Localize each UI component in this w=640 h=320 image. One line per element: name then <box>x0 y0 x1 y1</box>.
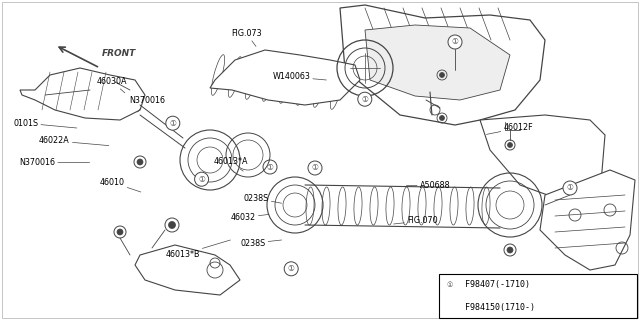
Circle shape <box>448 35 462 49</box>
Polygon shape <box>540 170 635 270</box>
Circle shape <box>195 172 209 186</box>
Polygon shape <box>340 5 545 125</box>
Circle shape <box>137 159 143 165</box>
Text: N370016: N370016 <box>129 96 165 112</box>
Text: 46032: 46032 <box>230 213 269 222</box>
Text: 0238S: 0238S <box>243 194 282 203</box>
Text: N370016: N370016 <box>19 158 90 167</box>
Text: F984150(1710-): F984150(1710-) <box>465 303 535 312</box>
Circle shape <box>440 116 445 121</box>
Text: ①: ① <box>312 164 319 172</box>
Text: ①: ① <box>447 282 453 288</box>
Text: 46012F: 46012F <box>486 124 533 134</box>
Text: A50688: A50688 <box>406 181 451 190</box>
Text: 0238S: 0238S <box>240 239 282 248</box>
Text: ①: ① <box>170 119 176 128</box>
Text: A070001383: A070001383 <box>577 306 620 312</box>
Circle shape <box>563 181 577 195</box>
Text: ①: ① <box>362 95 368 104</box>
Circle shape <box>443 278 457 292</box>
Circle shape <box>166 116 180 130</box>
Text: ①: ① <box>198 175 205 184</box>
Circle shape <box>168 221 175 228</box>
Circle shape <box>308 161 322 175</box>
Circle shape <box>440 73 445 77</box>
Text: ①: ① <box>566 183 573 193</box>
Polygon shape <box>365 25 510 100</box>
Text: ①: ① <box>288 264 294 273</box>
Text: ①: ① <box>267 163 273 172</box>
Text: 46022A: 46022A <box>39 136 109 146</box>
Bar <box>439 274 637 318</box>
Circle shape <box>263 160 277 174</box>
Circle shape <box>507 247 513 253</box>
Text: 0101S: 0101S <box>13 119 77 128</box>
Text: 46013*B: 46013*B <box>165 240 230 259</box>
Text: 46010: 46010 <box>99 178 141 192</box>
Polygon shape <box>210 50 360 105</box>
Text: FIG.070: FIG.070 <box>394 216 438 225</box>
Text: FIG.073: FIG.073 <box>231 29 262 46</box>
Circle shape <box>117 229 123 235</box>
Polygon shape <box>20 68 145 120</box>
Text: F98407(-1710): F98407(-1710) <box>465 280 530 289</box>
Text: W140063: W140063 <box>272 72 326 81</box>
Circle shape <box>284 262 298 276</box>
Polygon shape <box>135 245 240 295</box>
Text: 46030A: 46030A <box>97 77 127 93</box>
Text: ①: ① <box>452 37 458 46</box>
Circle shape <box>358 92 372 106</box>
Circle shape <box>508 142 513 148</box>
Text: FRONT: FRONT <box>102 49 136 58</box>
Polygon shape <box>480 115 605 205</box>
Text: 46013*A: 46013*A <box>213 157 248 171</box>
